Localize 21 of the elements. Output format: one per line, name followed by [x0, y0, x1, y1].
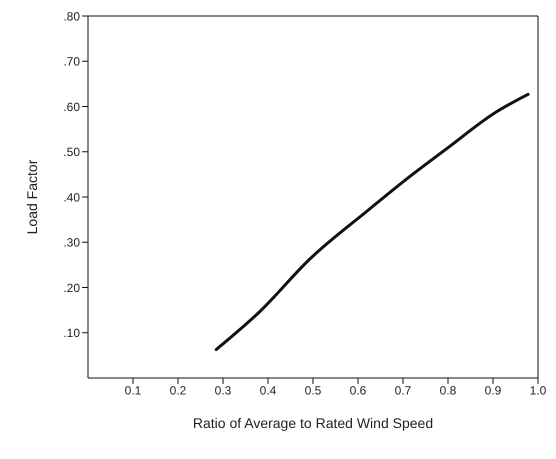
x-tick-label: 0.2: [170, 384, 187, 398]
y-tick-label: .20: [63, 280, 80, 295]
y-tick-label: .10: [63, 326, 80, 340]
x-tick-label: 0.1: [124, 384, 142, 398]
line-series: [214, 92, 530, 351]
y-tick-label: .70: [63, 54, 80, 69]
x-tick-label: 0.7: [394, 384, 412, 398]
y-tick-label: .80: [63, 9, 80, 24]
y-tick-label: .40: [63, 190, 80, 204]
y-tick-label: .50: [63, 145, 80, 160]
y-tick-label: .60: [63, 100, 80, 114]
y-axis-title: Load Factor: [24, 159, 40, 234]
x-axis-title: Ratio of Average to Rated Wind Speed: [192, 415, 434, 431]
x-tick-label: 0.6: [350, 384, 367, 398]
x-tick-label: 0.4: [260, 384, 277, 398]
x-tick-label: 0.8: [440, 384, 457, 398]
y-tick-label: .30: [63, 236, 80, 250]
x-tick-label: 0.5: [304, 384, 322, 398]
x-tick-label: 0.9: [484, 384, 502, 398]
x-tick-label: 1.0: [530, 384, 547, 398]
x-tick-label: 0.3: [214, 384, 232, 398]
